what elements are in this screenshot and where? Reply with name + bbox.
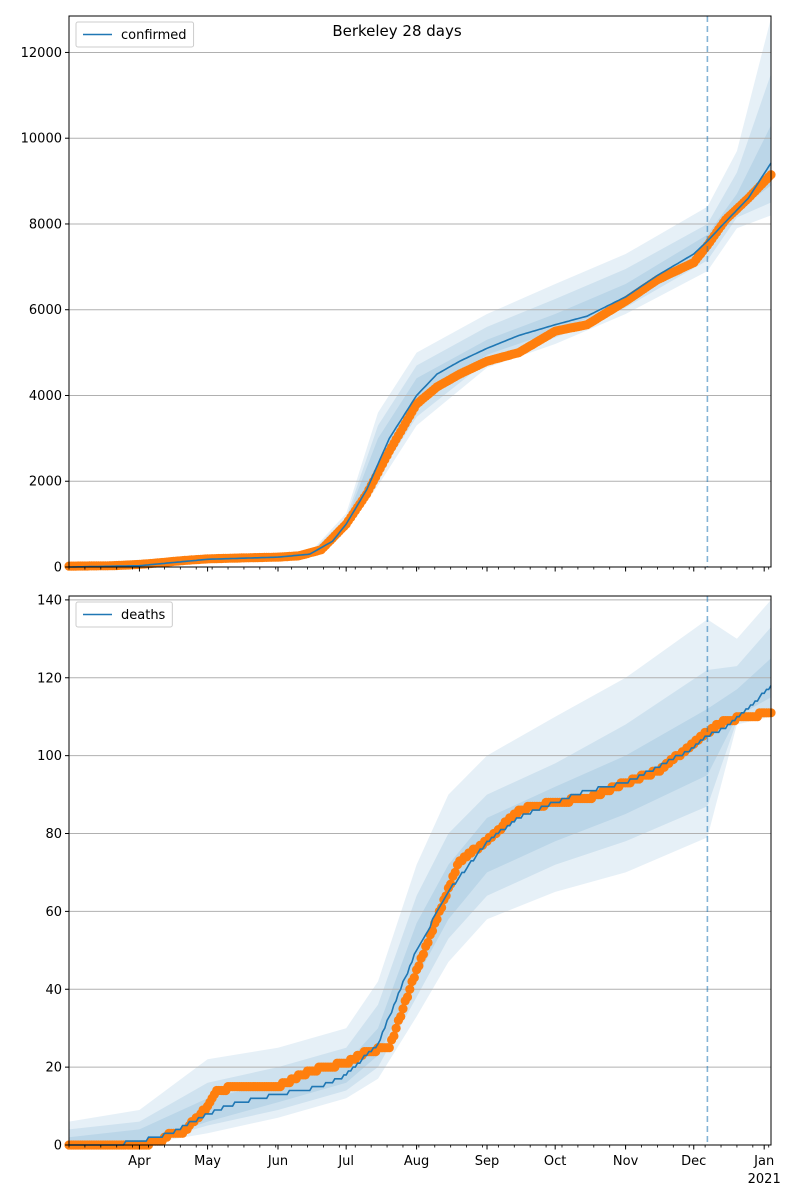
deaths-ytick-label: 60 — [45, 905, 62, 920]
chart-title: Berkeley 28 days — [332, 22, 462, 40]
deaths-model-line — [69, 685, 772, 1146]
deaths-ytick-label: 120 — [37, 671, 62, 686]
deaths-axes-frame — [68, 595, 772, 1146]
deaths-xtick-label: Aug — [404, 1154, 429, 1169]
deaths-x-ticks: Apr May Jun Jul Aug Sep Oct Nov Dec Jan — [68, 1145, 774, 1169]
deaths-xtick-label: Dec — [681, 1154, 706, 1169]
deaths-ytick-label: 40 — [45, 983, 62, 998]
deaths-ytick-label: 20 — [45, 1061, 62, 1076]
confirmed-y-ticks: 0 2000 4000 6000 8000 10000 12000 — [21, 46, 69, 576]
year-label: 2021 — [748, 1172, 781, 1187]
deaths-observed-point — [396, 1011, 406, 1022]
deaths-observed-point — [384, 1043, 394, 1053]
confirmed-ytick-label: 4000 — [29, 389, 62, 404]
confirmed-gridlines — [69, 51, 771, 482]
deaths-xtick-label: Jun — [267, 1154, 288, 1169]
deaths-observed-point — [409, 973, 419, 983]
deaths-ytick-label: 80 — [45, 827, 62, 842]
deaths-xtick-label: Oct — [544, 1154, 566, 1169]
deaths-band-2 — [69, 658, 771, 1145]
confirmed-ytick-label: 10000 — [21, 132, 62, 147]
deaths-xtick-label: Nov — [613, 1154, 639, 1169]
confirmed-ytick-label: 2000 — [29, 475, 62, 490]
deaths-observed-point — [446, 879, 456, 889]
deaths-ytick-label: 100 — [37, 749, 62, 764]
confirmed-legend-label: confirmed — [121, 28, 187, 43]
deaths-xtick-label: Jan — [753, 1154, 774, 1169]
confirmed-ytick-label: 12000 — [21, 46, 62, 61]
deaths-observed-point — [402, 992, 413, 1002]
confirmed-legend: confirmed — [75, 21, 195, 48]
deaths-xtick-label: Sep — [475, 1154, 500, 1169]
deaths-y-ticks: 0 20 40 60 80 100 120 140 — [37, 593, 69, 1154]
confirmed-model-line — [69, 162, 772, 568]
deaths-chart: 0 20 40 60 80 100 120 140 Apr May Jun Jul Aug Sep Oct… — [37, 593, 781, 1187]
deaths-band-1 — [69, 627, 771, 1145]
confirmed-x-ticks — [68, 567, 770, 572]
deaths-observed-point — [391, 1023, 401, 1033]
deaths-legend-label: deaths — [121, 608, 166, 623]
confirmed-legend-box — [75, 21, 195, 48]
deaths-xtick-label: Apr — [128, 1154, 151, 1169]
deaths-legend: deaths — [75, 601, 173, 628]
confirmed-ytick-label: 8000 — [29, 217, 62, 232]
deaths-gridlines — [69, 599, 771, 1068]
confirmed-ytick-label: 6000 — [29, 303, 62, 318]
deaths-band-0 — [69, 599, 771, 1145]
deaths-legend-box — [75, 601, 173, 628]
deaths-observed-point — [450, 867, 460, 878]
deaths-observed-point — [423, 937, 433, 948]
deaths-ytick-label: 0 — [54, 1139, 62, 1154]
deaths-observed-point — [437, 902, 447, 913]
deaths-uncertainty-bands — [69, 599, 771, 1145]
confirmed-chart: 0 2000 4000 6000 8000 10000 12000 confirmed Be… — [21, 15, 776, 576]
confirmed-ytick-label: 0 — [54, 561, 62, 576]
confirmed-axes-frame — [68, 15, 772, 568]
deaths-observed-point — [398, 1004, 408, 1014]
deaths-observed-point — [389, 1031, 399, 1041]
deaths-observed-point — [405, 984, 415, 994]
deaths-observed-point — [414, 961, 424, 971]
deaths-ytick-label: 140 — [37, 593, 62, 608]
deaths-xtick-label: Jul — [337, 1154, 354, 1169]
deaths-xtick-label: May — [194, 1154, 221, 1169]
deaths-observed-point — [418, 949, 428, 959]
